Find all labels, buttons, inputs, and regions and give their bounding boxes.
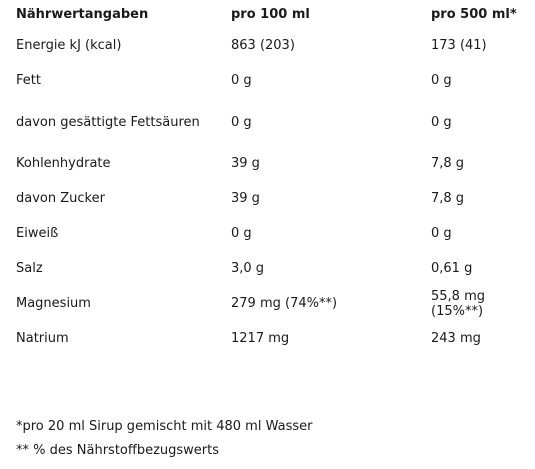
row-value-per-100ml: 0 g <box>231 226 252 241</box>
row-value-per-500ml: 0 g <box>431 226 452 241</box>
row-value-per-500ml: 7,8 g <box>431 156 465 171</box>
footnotes: *pro 20 ml Sirup gemischt mit 480 ml Was… <box>16 415 312 463</box>
row-label: Eiweiß <box>16 226 59 241</box>
header-per-100ml: pro 100 ml <box>231 6 310 22</box>
table-row-salt: Salz 3,0 g 0,61 g <box>0 251 535 286</box>
footnote-reference-intake: ** % des Nährstoffbezugswerts <box>16 443 220 458</box>
row-label: Kohlenhydrate <box>16 156 111 171</box>
row-label: Energie kJ (kcal) <box>16 38 122 53</box>
row-value-per-500ml: 0 g <box>431 73 452 88</box>
row-label: davon gesättigte Fettsäuren <box>16 114 200 130</box>
table-row-carbohydrates: Kohlenhydrate 39 g 7,8 g <box>0 146 535 181</box>
row-value-per-100ml: 1217 mg <box>231 331 290 346</box>
row-value-per-100ml: 0 g <box>231 114 252 130</box>
row-label: Fett <box>16 73 41 88</box>
row-label: Salz <box>16 261 43 276</box>
table-row-energy: Energie kJ (kcal) 863 (203) 173 (41) <box>0 28 535 63</box>
row-value-per-500ml: 243 mg <box>431 331 481 346</box>
row-value-per-100ml: 39 g <box>231 191 260 206</box>
table-header-row: Nährwertangaben pro 100 ml pro 500 ml* <box>0 0 535 28</box>
row-value-per-100ml: 3,0 g <box>231 261 265 276</box>
table-row-sugar: davon Zucker 39 g 7,8 g <box>0 181 535 216</box>
row-label: davon Zucker <box>16 191 105 206</box>
row-value-per-500ml: 7,8 g <box>431 191 465 206</box>
row-value-per-100ml: 279 mg (74%**) <box>231 296 338 311</box>
table-row-saturated-fat: davon gesättigte Fettsäuren 0 g 0 g <box>0 98 535 146</box>
row-label: Natrium <box>16 331 69 346</box>
row-value-per-100ml: 39 g <box>231 156 260 171</box>
table-row-magnesium: Magnesium 279 mg (74%**) 55,8 mg (15%**) <box>0 286 535 321</box>
row-value-per-500ml: 0 g <box>431 114 452 130</box>
row-value-per-500ml: 55,8 mg (15%**) <box>431 288 485 319</box>
nutrition-table: Nährwertangaben pro 100 ml pro 500 ml* E… <box>0 0 535 356</box>
header-per-500ml: pro 500 ml* <box>431 6 517 22</box>
row-value-per-100ml: 863 (203) <box>231 38 295 53</box>
row-value-per-100ml: 0 g <box>231 73 252 88</box>
table-row-sodium: Natrium 1217 mg 243 mg <box>0 321 535 356</box>
row-value-per-500ml: 0,61 g <box>431 261 473 276</box>
table-row-protein: Eiweiß 0 g 0 g <box>0 216 535 251</box>
row-value-per-500ml: 173 (41) <box>431 38 487 53</box>
table-row-fat: Fett 0 g 0 g <box>0 63 535 98</box>
header-nutrient: Nährwertangaben <box>16 6 149 22</box>
row-label: Magnesium <box>16 296 91 311</box>
footnote-serving: *pro 20 ml Sirup gemischt mit 480 ml Was… <box>16 419 313 434</box>
